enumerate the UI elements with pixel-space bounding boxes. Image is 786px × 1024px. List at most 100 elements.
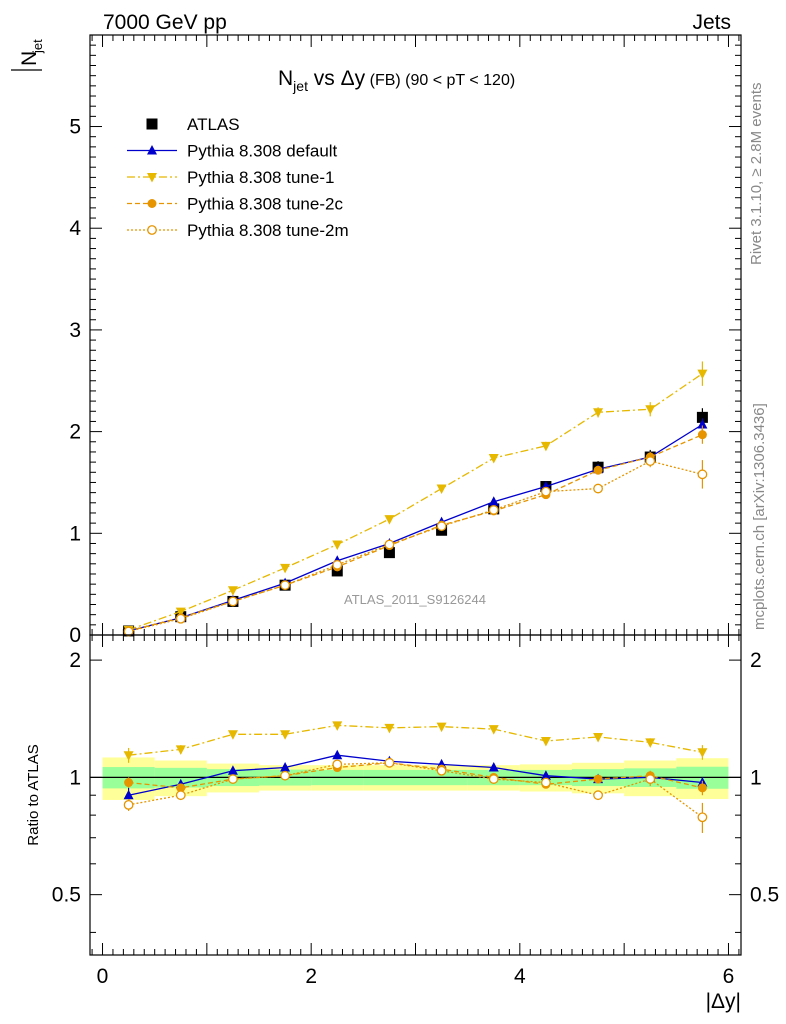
ratio-series-pythia-8-308-tune-1: [123, 721, 708, 763]
legend-item-atlas: ATLAS: [146, 115, 240, 134]
data-point: [541, 486, 551, 497]
legend-item-pythia-8-308-tune-1: Pythia 8.308 tune-1: [127, 168, 334, 187]
ratio-point: [280, 770, 290, 781]
legend-marker: [146, 118, 158, 130]
legend-marker: [147, 173, 157, 183]
data-point: [593, 408, 604, 418]
ratio-series-line: [128, 724, 703, 756]
data-point: [332, 540, 343, 550]
ratio-y-tick-label-right: 1: [750, 766, 762, 789]
title-small: (FB) (90 < pT < 120): [365, 72, 515, 89]
series-line: [128, 373, 703, 631]
legend-label: Pythia 8.308 tune-1: [187, 168, 334, 187]
x-tick-label: 4: [514, 965, 526, 988]
x-axis-title: |Δy|: [706, 990, 741, 1013]
data-point: [696, 411, 708, 423]
legend-marker: [147, 199, 157, 208]
y-tick-label: 2: [69, 421, 81, 444]
ratio-y-tick-label-right: 0.5: [750, 884, 779, 907]
y-tick-label: 5: [69, 116, 81, 139]
ratio-point: [540, 736, 551, 747]
data-point: [280, 580, 290, 591]
legend-label: Pythia 8.308 tune-2c: [187, 195, 343, 214]
data-point: [227, 586, 238, 596]
data-point: [697, 418, 708, 429]
ratio-panel: 0.5 0.5 1 1 2 2 0 2 4 6: [52, 634, 779, 988]
ratio-point: [176, 783, 186, 793]
ratio-y-tick-label-right: 2: [750, 649, 762, 672]
legend-item-pythia-8-308-default: Pythia 8.308 default: [127, 142, 338, 161]
data-point: [697, 469, 708, 480]
main-panel-content: 0 1 2 3 4 5: [69, 35, 741, 647]
data-point: [280, 563, 291, 574]
data-point: [228, 596, 238, 607]
ratio-y-tick-label: 0.5: [52, 884, 81, 907]
legend-label: Pythia 8.308 tune-2m: [187, 221, 349, 240]
y-tick-label: 0: [69, 624, 81, 647]
x-tick-label: 0: [97, 965, 109, 988]
ratio-point: [123, 751, 134, 761]
ratio-point: [593, 774, 603, 784]
ratio-point: [645, 774, 656, 784]
data-point: [645, 405, 656, 415]
ratio-point: [645, 738, 656, 748]
y-title-n: N: [18, 51, 41, 66]
legend-label: Pythia 8.308 default: [187, 142, 338, 161]
data-point: [488, 505, 499, 515]
series-line: [128, 423, 703, 632]
legend-label: ATLAS: [187, 115, 240, 134]
data-point: [697, 430, 707, 440]
ratio-point: [541, 777, 551, 788]
y-title-sub: jet: [30, 39, 45, 54]
ratio-point: [593, 790, 603, 801]
ratio-point: [488, 725, 499, 735]
data-point: [384, 539, 395, 550]
data-point: [488, 454, 499, 464]
data-point: [332, 559, 343, 570]
analysis-watermark: ATLAS_2011_S9126244: [344, 592, 486, 607]
ratio-point: [593, 732, 604, 743]
data-point: [488, 496, 499, 506]
ratio-series-pythia-8-308-tune-2m: [123, 757, 708, 833]
ratio-point: [228, 774, 238, 784]
data-point: [593, 483, 603, 494]
data-point: [175, 613, 186, 624]
title-sub: jet: [292, 78, 308, 94]
mcplots-credit-label: mcplots.cern.ch [arXiv:1306.3436]: [751, 403, 768, 630]
ratio-point: [697, 783, 707, 793]
ratio-point: [697, 812, 708, 823]
ratio-panel-frame: [89, 634, 742, 956]
chart-title: Njet vs Δy (FB) (90 < pT < 120): [278, 67, 515, 94]
main-y-axis-title: N jet: [11, 39, 45, 71]
process-label: Jets: [692, 11, 731, 34]
data-point: [383, 547, 395, 559]
data-point: [436, 521, 447, 532]
ratio-point: [332, 721, 343, 731]
ratio-point: [384, 757, 395, 768]
series-line: [128, 434, 703, 632]
legend-item-pythia-8-308-tune-2m: Pythia 8.308 tune-2m: [127, 221, 349, 240]
main-panel: 0 1 2 3 4 5: [69, 34, 742, 647]
ratio-point: [332, 749, 343, 760]
ratio-point: [175, 745, 186, 755]
ratio-panel-content: 0.5 0.5 1 1 2 2 0 2 4 6: [52, 635, 779, 988]
data-point: [175, 607, 186, 618]
ratio-point: [123, 789, 134, 800]
ratio-y-tick-label: 2: [69, 649, 81, 672]
ratio-point: [123, 799, 134, 810]
energy-label: 7000 GeV pp: [103, 11, 227, 34]
title-vs: vs Δy: [308, 67, 366, 90]
data-point: [384, 515, 395, 525]
ratio-point: [280, 730, 291, 740]
data-point: [645, 456, 656, 467]
data-point: [697, 369, 708, 380]
y-tick-label: 3: [69, 319, 81, 342]
series-pythia-8-308-tune-2m: [123, 455, 708, 637]
data-point: [593, 465, 603, 475]
ratio-y-axis-title: Ratio to ATLAS: [25, 744, 42, 845]
ratio-series-line: [128, 762, 703, 789]
ratio-point: [488, 762, 499, 772]
ratio-point: [124, 778, 134, 788]
data-point: [540, 441, 551, 452]
ratio-point: [540, 770, 551, 780]
